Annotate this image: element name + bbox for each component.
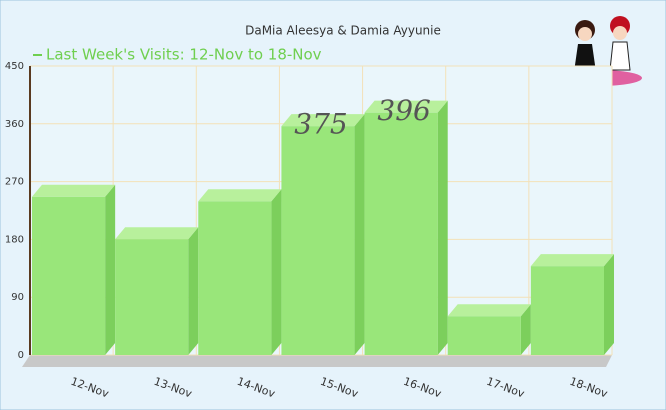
y-tick-label: 180: [5, 234, 24, 245]
bar: [281, 126, 355, 356]
bar-side: [604, 254, 614, 355]
bar-top: [281, 114, 365, 127]
bar: [447, 316, 521, 355]
bar: [530, 266, 604, 355]
bar-side: [188, 227, 199, 355]
bar: [364, 112, 438, 356]
floor: [22, 355, 612, 367]
bar-top: [115, 227, 199, 240]
legend-label: Last Week's Visits: 12-Nov to 18-Nov: [46, 46, 322, 64]
bar: [32, 196, 106, 355]
chart-title: DaMia Aleesya & Damia Ayyunie: [245, 24, 441, 38]
bar: [198, 201, 272, 355]
bar-side: [354, 114, 365, 356]
bar-side: [105, 184, 116, 355]
bar-top: [530, 254, 614, 267]
bar-top: [198, 189, 282, 202]
y-tick-label: 0: [18, 350, 24, 361]
annotation: 375: [294, 108, 347, 141]
bar-top: [364, 100, 448, 113]
bar: [115, 239, 189, 355]
y-tick-label: 90: [11, 292, 24, 303]
bar-side: [437, 100, 448, 356]
y-tick-label: 270: [5, 177, 24, 188]
annotation: 396: [377, 94, 430, 127]
bar-side: [520, 304, 531, 355]
bar-top: [447, 304, 531, 317]
bar-top: [32, 184, 116, 197]
bar-side: [271, 189, 282, 355]
y-tick-label: 360: [5, 119, 24, 130]
y-tick-label: 450: [5, 61, 24, 72]
